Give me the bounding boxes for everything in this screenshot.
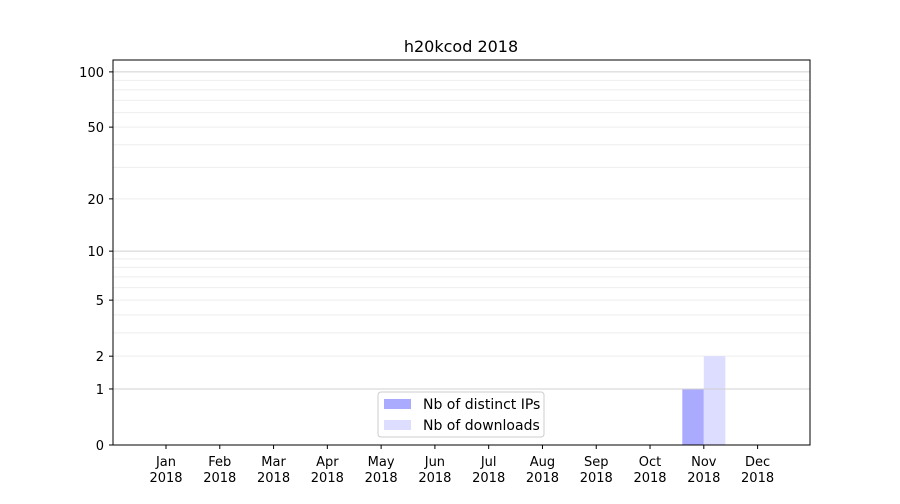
legend-label-downloads: Nb of downloads	[423, 418, 540, 434]
legend: Nb of distinct IPs Nb of downloads	[377, 391, 545, 438]
y-tick-label: 100	[79, 66, 104, 81]
x-tick-label-year: 2018	[418, 471, 451, 486]
bar-nb-of-downloads	[703, 356, 726, 445]
plot-frame	[112, 59, 811, 446]
x-tick-label-month: Jun	[424, 455, 445, 470]
x-tick-label-month: Oct	[639, 455, 661, 470]
bars	[682, 356, 726, 445]
x-tick-label-month: Jan	[155, 455, 176, 470]
y-tick-label: 50	[87, 121, 104, 136]
x-tick-label-month: Apr	[316, 455, 339, 470]
x-tick-label-month: Dec	[745, 455, 770, 470]
x-tick-label-year: 2018	[365, 471, 398, 486]
y-axis: 0 1 2 5 10 20 50 100	[79, 66, 113, 454]
grid	[113, 79, 810, 357]
grid-overlay	[113, 71, 810, 390]
x-tick-label-year: 2018	[311, 471, 344, 486]
y-tick-label: 20	[87, 193, 104, 208]
x-tick-label-month: Jul	[480, 455, 497, 470]
x-tick-label-month: Sep	[584, 455, 609, 470]
x-tick-label-year: 2018	[741, 471, 774, 486]
x-tick-label-month: Mar	[261, 455, 286, 470]
x-tick-label-month: Nov	[691, 455, 717, 470]
legend-swatch-downloads	[384, 420, 411, 430]
y-tick-label: 1	[96, 383, 104, 398]
y-tick-label: 2	[96, 350, 104, 365]
x-tick-label-year: 2018	[526, 471, 559, 486]
y-tick-label: 10	[87, 245, 104, 260]
bar-nb-of-distinct-ips	[682, 388, 704, 445]
x-tick-label-month: Aug	[530, 455, 555, 470]
x-tick-label-year: 2018	[580, 471, 613, 486]
x-tick-label-month: Feb	[208, 455, 231, 470]
legend-swatch-distinct-ips	[384, 399, 411, 409]
x-tick-label-year: 2018	[149, 471, 182, 486]
legend-label-distinct-ips: Nb of distinct IPs	[423, 397, 540, 413]
x-tick-label-year: 2018	[257, 471, 290, 486]
x-tick-label-year: 2018	[687, 471, 720, 486]
y-tick-label: 0	[96, 439, 104, 454]
x-tick-label-year: 2018	[472, 471, 505, 486]
x-axis: Jan2018Feb2018Mar2018Apr2018May2018Jun20…	[149, 445, 774, 486]
x-tick-label-year: 2018	[203, 471, 236, 486]
chart-title: h20kcod 2018	[404, 37, 518, 56]
x-tick-label-year: 2018	[633, 471, 666, 486]
x-tick-label-month: May	[368, 455, 395, 470]
y-tick-label: 5	[96, 294, 104, 309]
